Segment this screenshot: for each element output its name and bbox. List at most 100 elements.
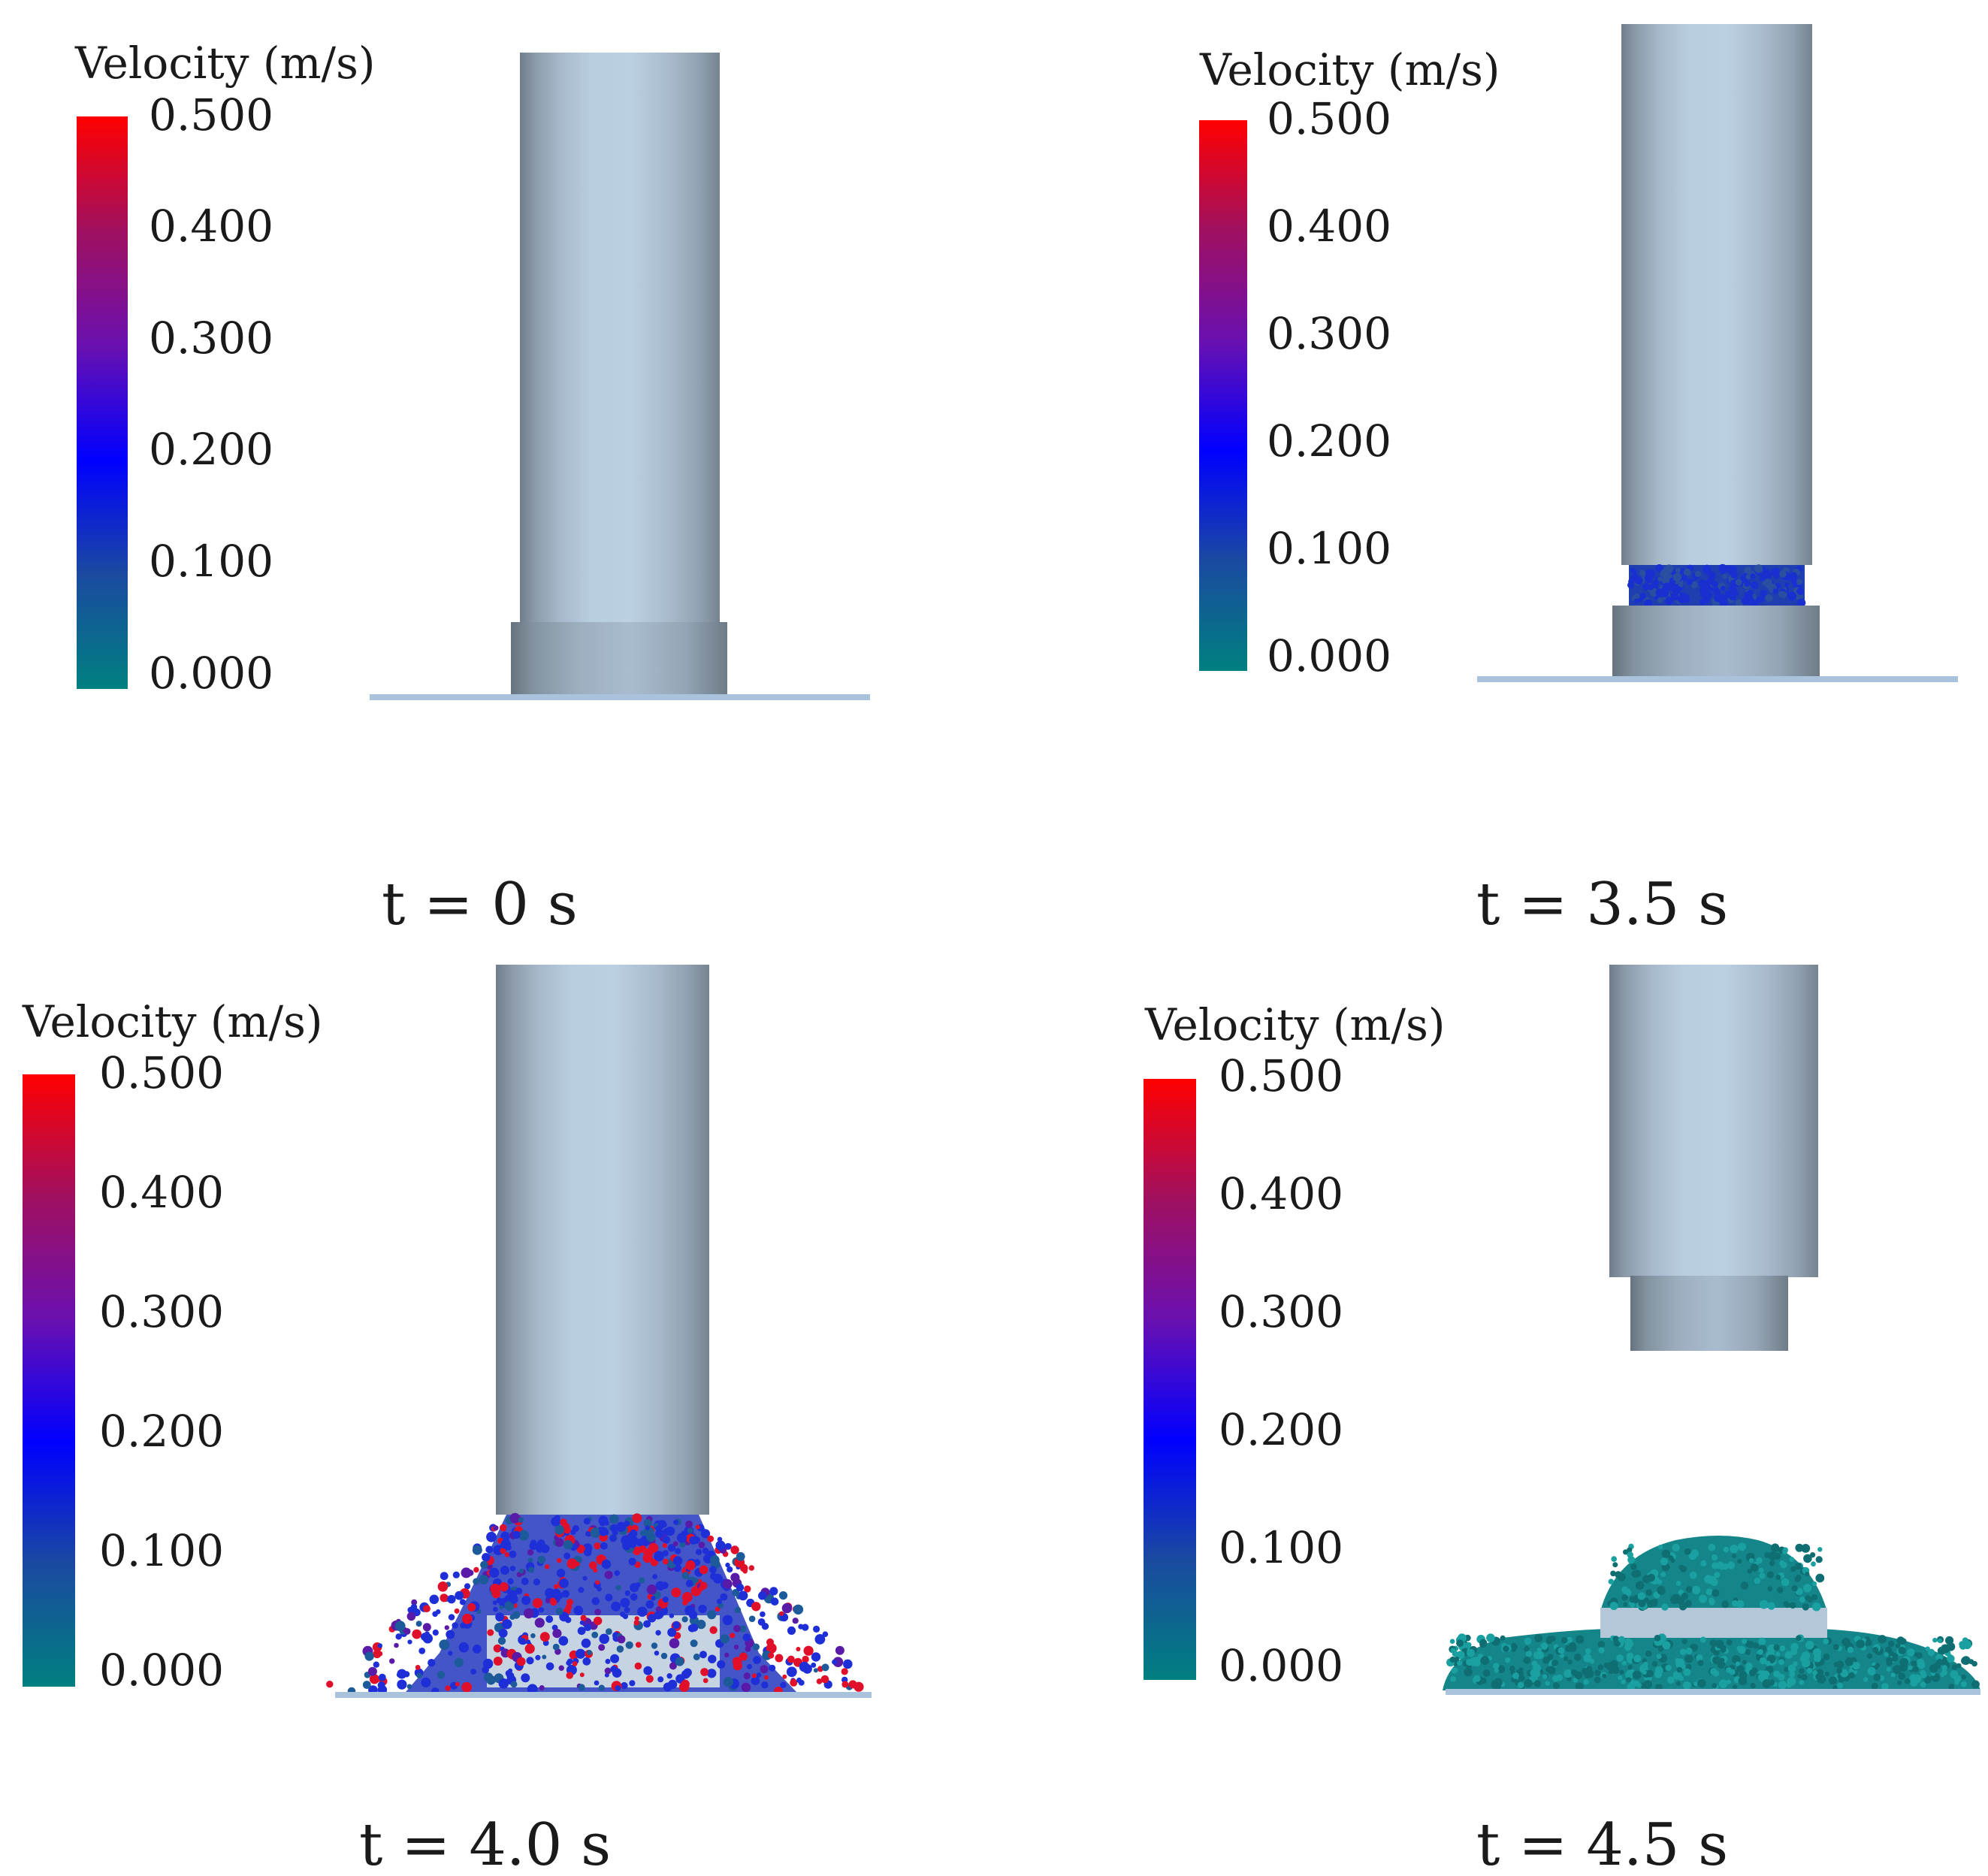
particle bbox=[758, 1591, 767, 1600]
particle bbox=[1681, 1592, 1689, 1600]
particle bbox=[1732, 1554, 1736, 1558]
particle bbox=[575, 1561, 580, 1566]
particle bbox=[1619, 1669, 1624, 1675]
particle bbox=[620, 1597, 630, 1608]
particle bbox=[509, 1595, 518, 1604]
particle bbox=[1787, 592, 1796, 601]
particle bbox=[655, 1529, 664, 1539]
particle bbox=[500, 1539, 511, 1549]
particle bbox=[1737, 1559, 1742, 1564]
particle bbox=[1789, 1602, 1796, 1609]
particle bbox=[722, 1578, 733, 1589]
particle bbox=[1683, 568, 1691, 576]
particle bbox=[1927, 1648, 1935, 1657]
legend-tick: 0.200 bbox=[1219, 1404, 1343, 1455]
particle bbox=[460, 1622, 466, 1629]
particle bbox=[1795, 1575, 1802, 1581]
particle bbox=[1878, 1635, 1887, 1644]
particle bbox=[1636, 1682, 1642, 1688]
particle bbox=[1657, 1579, 1663, 1585]
particle bbox=[1881, 1683, 1889, 1690]
particle bbox=[1642, 1669, 1647, 1675]
particle bbox=[1776, 1587, 1784, 1594]
particle bbox=[1645, 1650, 1652, 1657]
lower-cylinder bbox=[1612, 606, 1820, 678]
particle bbox=[1790, 1566, 1796, 1572]
legend-tick: 0.400 bbox=[99, 1167, 224, 1218]
particle bbox=[512, 1611, 521, 1619]
particle bbox=[1751, 581, 1759, 590]
particle bbox=[1682, 1604, 1687, 1609]
particle bbox=[1494, 1668, 1500, 1673]
color-scale-bar bbox=[23, 1074, 75, 1687]
particle bbox=[681, 1616, 688, 1623]
particle bbox=[693, 1559, 701, 1566]
particle bbox=[1961, 1674, 1966, 1680]
particle bbox=[422, 1633, 433, 1644]
particle bbox=[497, 1636, 506, 1645]
particle bbox=[1574, 1671, 1583, 1680]
particle bbox=[744, 1585, 751, 1593]
particle bbox=[709, 1566, 717, 1574]
particle bbox=[1738, 1542, 1747, 1551]
particle bbox=[646, 1584, 657, 1595]
particle bbox=[1908, 1665, 1913, 1670]
particle bbox=[678, 1681, 690, 1692]
particle bbox=[657, 1676, 664, 1683]
panel-t3-5: Velocity (m/s) 0.500 0.400 0.300 0.200 0… bbox=[1199, 24, 1958, 938]
particle bbox=[485, 1545, 494, 1554]
particle bbox=[563, 1552, 571, 1560]
particle bbox=[736, 1583, 745, 1592]
particle bbox=[675, 1548, 681, 1554]
particle bbox=[1678, 1564, 1684, 1570]
legend-title: Velocity (m/s) bbox=[22, 996, 322, 1047]
particle bbox=[1888, 1640, 1895, 1648]
particle bbox=[643, 1518, 652, 1528]
particle bbox=[1730, 571, 1739, 579]
velocity-legend: Velocity (m/s) 0.500 0.400 0.300 0.200 0… bbox=[74, 38, 375, 699]
particle bbox=[1503, 1645, 1509, 1652]
particle bbox=[600, 1542, 608, 1550]
particle bbox=[1832, 1684, 1838, 1690]
particle bbox=[1904, 1678, 1911, 1684]
particle bbox=[1709, 587, 1714, 592]
particle bbox=[498, 1628, 508, 1638]
particle bbox=[821, 1663, 829, 1672]
particle bbox=[595, 1580, 600, 1585]
particle bbox=[651, 1596, 656, 1601]
particle bbox=[1657, 1544, 1663, 1550]
particle bbox=[1754, 564, 1763, 573]
particle bbox=[672, 1556, 683, 1566]
particle bbox=[1630, 1603, 1636, 1608]
particle bbox=[509, 1512, 521, 1524]
particle bbox=[395, 1633, 402, 1640]
particle bbox=[594, 1680, 600, 1686]
particle bbox=[1747, 1569, 1752, 1574]
particle bbox=[1509, 1666, 1515, 1672]
particle bbox=[1763, 569, 1771, 577]
particle bbox=[1621, 1586, 1628, 1594]
particle bbox=[662, 1542, 668, 1548]
particle bbox=[1810, 1552, 1816, 1558]
ground-plate bbox=[370, 694, 870, 700]
particle bbox=[467, 1603, 476, 1612]
particle bbox=[1629, 1596, 1637, 1603]
particle bbox=[364, 1651, 374, 1661]
particle bbox=[1567, 1636, 1573, 1643]
particle bbox=[676, 1533, 687, 1543]
particle bbox=[1706, 1588, 1713, 1596]
legend-tick: 0.000 bbox=[99, 1645, 224, 1696]
particle bbox=[584, 1624, 592, 1632]
particle bbox=[1564, 1669, 1573, 1678]
particle bbox=[792, 1618, 799, 1624]
particle bbox=[1815, 1673, 1822, 1680]
particle bbox=[1626, 1677, 1632, 1683]
particle bbox=[1741, 597, 1748, 605]
particle bbox=[1791, 579, 1799, 586]
particle bbox=[747, 1663, 752, 1669]
particle bbox=[1906, 1648, 1915, 1657]
particle bbox=[572, 1661, 578, 1666]
particle bbox=[634, 1616, 639, 1621]
particle bbox=[645, 1525, 650, 1530]
particle bbox=[1787, 575, 1794, 582]
